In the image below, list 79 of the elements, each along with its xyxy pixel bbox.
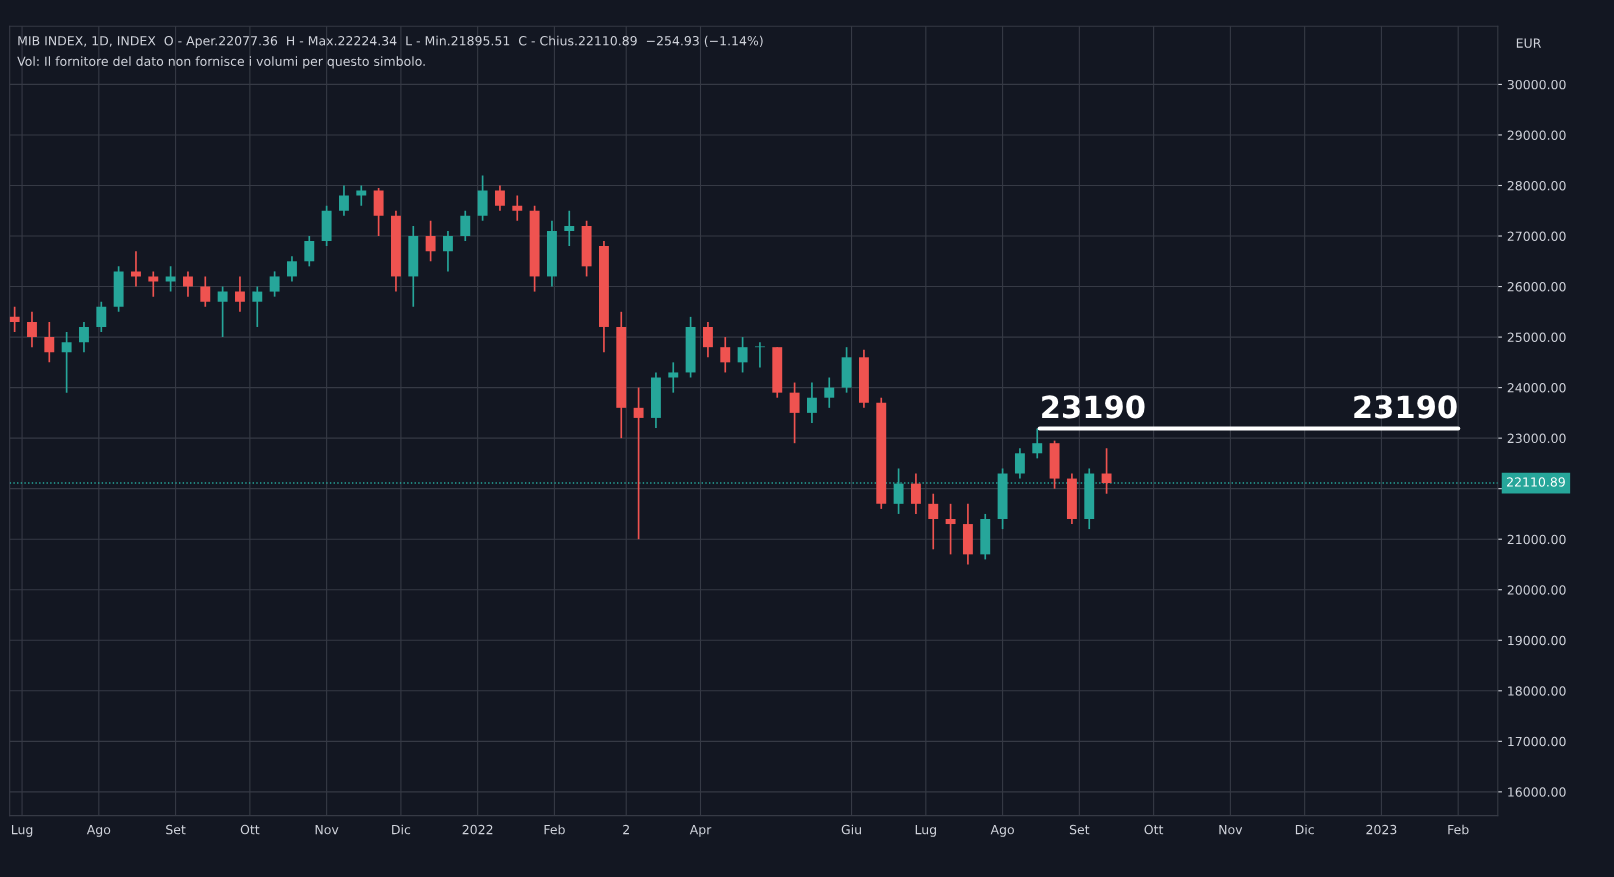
y-tick-label: 17000.00 [1508,736,1566,747]
annotation: 23190 [1354,395,1457,419]
x-tick-label: Ott [1144,824,1164,835]
x-tick-label: 2022 [462,824,493,835]
text: MIB INDEX, 1D, INDEX O - Aper.22077.36 H - Max.22224.34 L - Min.21895.51 C - Chius.22110.89 −254.93 (−1.14%) [18,35,763,48]
candlestick [96,300,107,333]
candlestick [183,270,193,298]
y-tick-label: 25000.00 [1507,332,1566,342]
candlestick [287,255,297,283]
y-tick-label: 20000.00 [1507,585,1566,595]
x-tick-label: Feb [1448,824,1469,835]
y-tick-label: 26000.00 [1507,282,1566,292]
x-tick-label: Set [1069,824,1090,835]
ref-line-label: 22110.89 [1507,477,1565,487]
candlestick [200,275,211,308]
x-tick-label: Dic [392,824,411,835]
y-tick-label: 19000.00 [1508,635,1566,646]
candlestick [512,194,523,222]
candlestick [1032,427,1043,460]
candlestick [356,184,367,207]
candlestick [61,331,72,394]
candlestick [269,270,280,298]
candlestick [460,209,471,242]
candlestick [79,321,89,354]
x-tick-label: Lug [915,825,936,837]
candlestick [824,376,835,409]
y-tick-label: 27000.00 [1507,231,1566,241]
y-tick-label: 21000.00 [1507,534,1566,545]
candlestick [9,305,20,333]
annotation: 23190 [1042,395,1145,419]
x-tick-label: Ago [990,825,1014,837]
x-tick-label: Apr [689,825,712,837]
candlestick [702,321,713,359]
candlestick [252,285,263,328]
candlestick [442,230,453,273]
candlestick [1101,447,1112,495]
candlestick [806,381,817,424]
candlestick [789,381,800,445]
candlestick [235,275,245,313]
y-tick-label: 18000.00 [1508,686,1566,696]
x-tick-label: Feb [544,824,565,835]
candlestick [928,492,939,551]
candlestick [564,209,575,247]
y-tick-label: 28000.00 [1507,180,1566,191]
candlestick [304,235,315,268]
x-tick-label: Ott [240,824,260,835]
candlestick [339,184,349,217]
x-tick-label: Nov [315,825,339,835]
x-tick-label: Dic [1295,824,1314,835]
x-tick-label: Ago [86,825,111,837]
candlestick [148,270,159,298]
x-tick-label: 2023 [1366,824,1397,835]
candlestick [945,502,956,556]
candlestick [668,361,679,394]
candlestick [754,341,765,369]
x-tick-label: Set [166,824,186,835]
candlestick [44,321,55,364]
candlestick [165,265,176,293]
candlestick [27,310,37,349]
x-tick-label: Nov [1219,825,1243,835]
x-tick-label: 2 [623,824,629,835]
candlestick [737,336,748,374]
candlestick [633,386,644,541]
candlestick [131,250,141,288]
candlestick [910,472,921,515]
candlestick [1014,447,1025,480]
y-tick-label: 23000.00 [1507,433,1566,444]
y-tick-label: 16000.00 [1508,787,1566,797]
y-axis-title: EUR [1516,38,1542,48]
y-tick-label: 30000.00 [1507,79,1566,90]
candlestick [494,184,505,212]
candlestick [720,336,731,374]
candlestick [217,285,228,338]
text: Vol: Il fornitore del dato non fornisce i volumi per questo simbolo. [17,56,425,69]
x-tick-label: Giu [841,824,861,835]
y-tick-label: 24000.00 [1507,383,1566,393]
y-tick-label: 29000.00 [1507,130,1566,140]
x-tick-label: Lug [11,825,33,837]
candlestick [425,220,436,263]
